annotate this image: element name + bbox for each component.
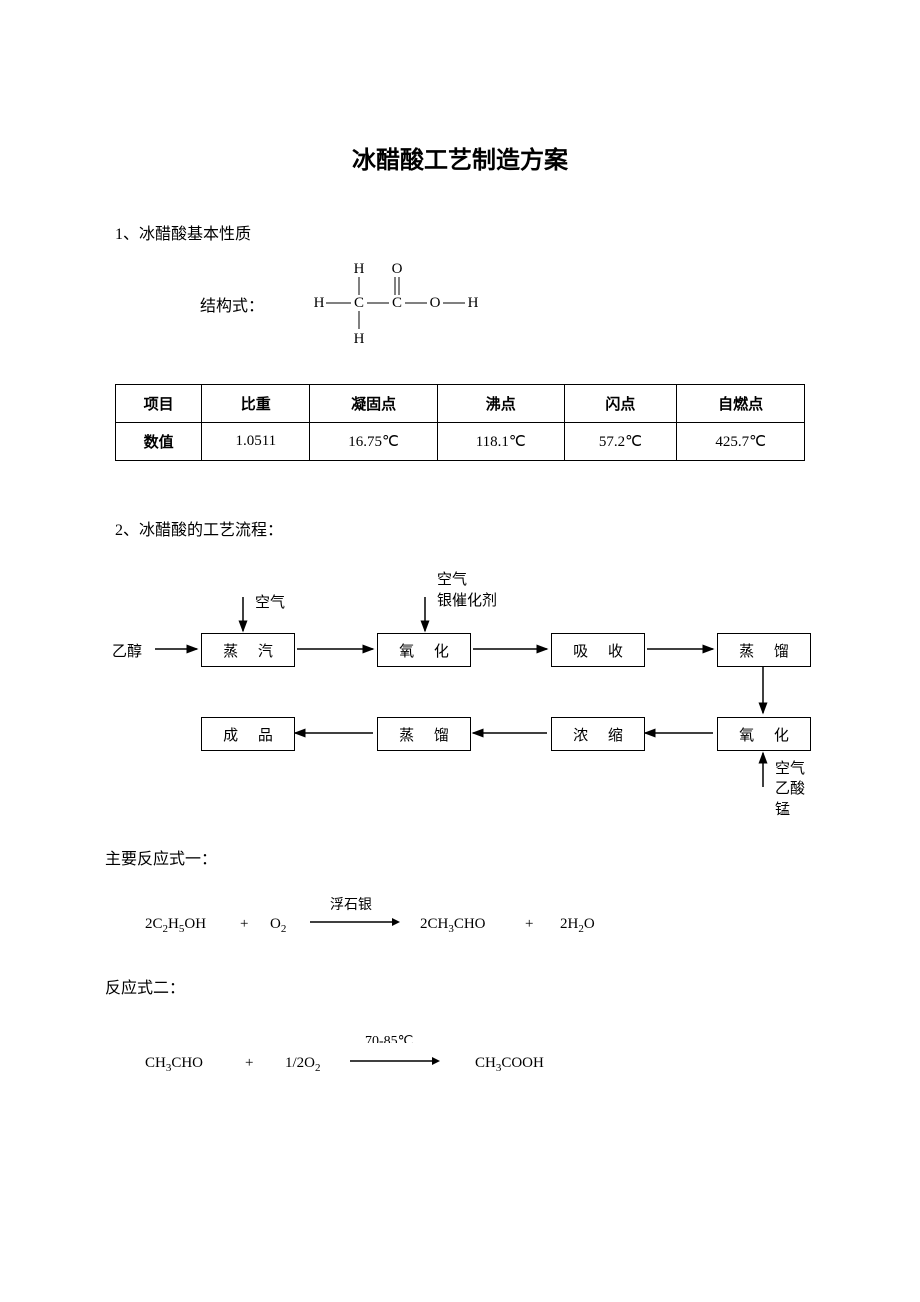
svg-text:H: H: [468, 295, 479, 311]
td-value-label: 数值: [116, 423, 202, 461]
r1-lhs1: 2C2H5OH: [145, 916, 206, 935]
th-flash: 闪点: [564, 385, 677, 423]
svg-text:H: H: [354, 261, 365, 277]
box-oxidize2: 氧 化: [717, 717, 811, 751]
label-air2: 空气: [437, 568, 467, 589]
label-ethanol: 乙醇: [112, 640, 142, 661]
th-density: 比重: [202, 385, 310, 423]
r2-lhs1: CH3CHO: [145, 1055, 203, 1074]
structure-label: 结构式：: [200, 292, 264, 316]
section1-header: 1、冰醋酸基本性质: [115, 220, 805, 244]
label-mn-acetate: 乙酸锰: [775, 777, 815, 819]
svg-text:O: O: [392, 261, 403, 277]
th-freeze: 凝固点: [310, 385, 438, 423]
reaction2-label: 反应式二：: [105, 974, 805, 998]
r1-plus2: +: [525, 916, 533, 933]
r1-plus1: +: [240, 916, 248, 933]
svg-text:H: H: [354, 331, 365, 347]
section2-header: 2、冰醋酸的工艺流程：: [115, 516, 805, 540]
box-steam: 蒸 汽: [201, 633, 295, 667]
td-autoignite: 425.7℃: [677, 423, 805, 461]
td-boil: 118.1℃: [437, 423, 564, 461]
r1-rhs1: 2CH3CHO: [420, 916, 486, 935]
r2-lhs2: 1/2O2: [285, 1055, 321, 1074]
svg-text:O: O: [430, 295, 441, 311]
r2-plus1: +: [245, 1055, 253, 1072]
td-density: 1.0511: [202, 423, 310, 461]
page-title: 冰醋酸工艺制造方案: [115, 140, 805, 175]
flowchart: 乙醇 空气 空气 银催化剂 空气 乙酸锰 蒸 汽 氧 化 吸 收 蒸 馏 成 品…: [115, 555, 815, 815]
svg-text:H: H: [314, 295, 325, 311]
label-silver-catalyst: 银催化剂: [437, 589, 497, 610]
r1-lhs2: O2: [270, 916, 286, 935]
r1-arrow-icon: [310, 916, 400, 928]
table-header-row: 项目 比重 凝固点 沸点 闪点 自燃点: [116, 385, 805, 423]
reaction2: CH3CHO + 1/2O2 70-85℃ CH3COOH: [135, 1033, 805, 1088]
structure-row: 结构式： H O H C C O H H: [115, 259, 805, 349]
structure-formula: H O H C C O H H: [309, 259, 489, 349]
box-oxidize1: 氧 化: [377, 633, 471, 667]
box-product: 成 品: [201, 717, 295, 751]
td-freeze: 16.75℃: [310, 423, 438, 461]
r1-condition: 浮石银: [330, 894, 372, 914]
th-autoignite: 自燃点: [677, 385, 805, 423]
svg-text:C: C: [392, 295, 402, 311]
label-air3: 空气: [775, 757, 805, 778]
r2-condition-mask: [360, 1043, 430, 1055]
r2-arrow-icon: [350, 1055, 440, 1067]
reaction1: 2C2H5OH + O2 浮石银 2CH3CHO + 2H2O: [135, 894, 805, 949]
box-concentrate: 浓 缩: [551, 717, 645, 751]
svg-text:C: C: [354, 295, 364, 311]
box-distill1: 蒸 馏: [717, 633, 811, 667]
properties-table: 项目 比重 凝固点 沸点 闪点 自燃点 数值 1.0511 16.75℃ 118…: [115, 384, 805, 461]
box-distill2: 蒸 馏: [377, 717, 471, 751]
table-value-row: 数值 1.0511 16.75℃ 118.1℃ 57.2℃ 425.7℃: [116, 423, 805, 461]
th-boil: 沸点: [437, 385, 564, 423]
box-absorb: 吸 收: [551, 633, 645, 667]
label-air1: 空气: [255, 591, 285, 612]
r1-rhs2: 2H2O: [560, 916, 595, 935]
th-item: 项目: [116, 385, 202, 423]
r2-rhs1: CH3COOH: [475, 1055, 544, 1074]
reaction1-label: 主要反应式一：: [105, 845, 805, 869]
td-flash: 57.2℃: [564, 423, 677, 461]
